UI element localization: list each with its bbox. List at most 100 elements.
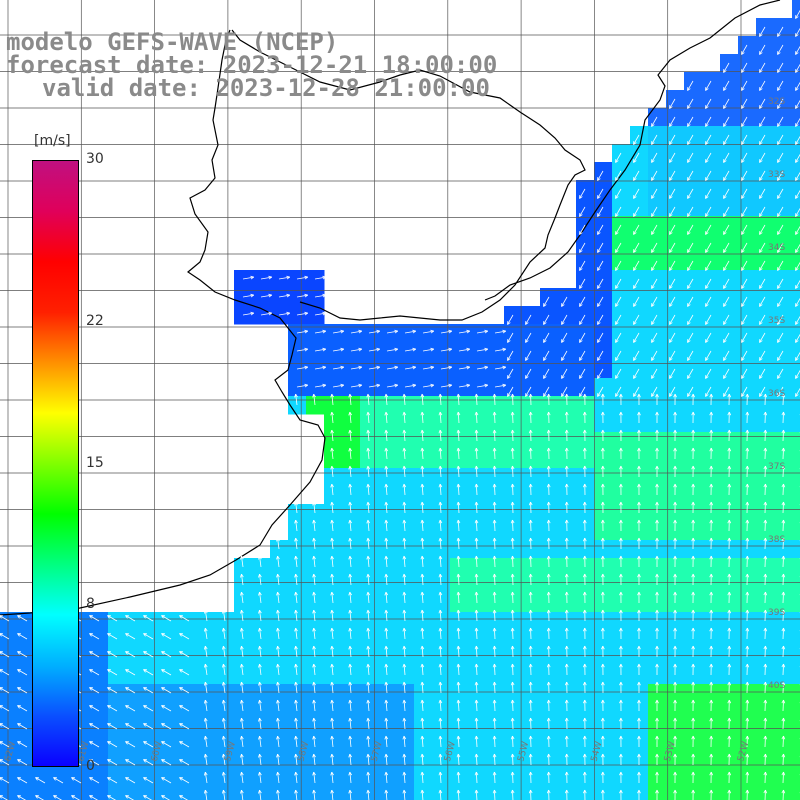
wind-arrow — [619, 717, 623, 730]
wind-cell — [504, 792, 523, 800]
wind-arrow — [561, 314, 568, 325]
wind-cell — [648, 540, 667, 559]
wind-arrow — [655, 555, 659, 568]
wind-cell — [234, 576, 253, 595]
wind-arrow — [781, 411, 786, 424]
wind-arrow — [597, 368, 604, 379]
wind-arrow — [601, 753, 605, 766]
wind-cell — [504, 522, 523, 541]
wind-arrow — [456, 411, 461, 424]
wind-cell — [90, 612, 109, 631]
wind-arrow — [525, 314, 532, 325]
wind-arrow — [781, 771, 786, 784]
wind-arrow — [386, 329, 399, 334]
wind-cell — [468, 450, 487, 469]
wind-arrow — [745, 411, 750, 424]
wind-arrow — [296, 365, 309, 370]
wind-arrow — [655, 717, 659, 730]
wind-arrow — [161, 741, 172, 748]
wind-cell — [684, 576, 703, 595]
wind-cell — [792, 396, 800, 415]
wind-arrow — [619, 483, 623, 496]
wind-arrow — [510, 447, 515, 460]
wind-arrow — [655, 591, 659, 604]
wind-arrow — [366, 555, 371, 568]
wind-arrow — [597, 206, 604, 217]
wind-cell — [522, 612, 541, 631]
wind-arrow — [525, 386, 532, 397]
wind-arrow — [781, 735, 786, 748]
wind-cell — [684, 414, 703, 433]
wind-cell — [630, 738, 649, 757]
wind-cell — [630, 504, 649, 523]
wind-arrow — [474, 771, 479, 784]
wind-cell — [162, 612, 181, 631]
wind-arrow — [221, 717, 226, 730]
wind-arrow — [655, 447, 659, 460]
wind-cell — [648, 504, 667, 523]
wind-arrow — [582, 771, 587, 784]
wind-arrow — [296, 275, 309, 280]
wind-arrow — [601, 771, 605, 784]
wind-arrow — [777, 332, 784, 343]
wind-cell — [756, 558, 775, 577]
wind-cell — [126, 774, 145, 793]
wind-cell — [414, 432, 433, 451]
wind-arrow — [781, 483, 786, 496]
wind-arrow — [107, 759, 118, 766]
wind-arrow — [601, 717, 605, 730]
wind-cell — [450, 450, 469, 469]
wind-arrow — [745, 663, 750, 676]
wind-cell — [720, 396, 739, 415]
wind-cell — [576, 738, 595, 757]
wind-arrow — [543, 386, 550, 397]
wind-arrow — [651, 134, 658, 145]
wind-cell — [0, 630, 19, 649]
wind-arrow — [221, 735, 226, 748]
wind-cell — [126, 648, 145, 667]
wind-arrow — [179, 723, 190, 730]
wind-cell — [324, 630, 343, 649]
wind-arrow — [777, 170, 784, 181]
wind-arrow — [366, 789, 371, 800]
wind-cell — [450, 630, 469, 649]
wind-arrow — [17, 705, 28, 712]
wind-cell — [612, 702, 631, 721]
wind-cell — [540, 612, 559, 631]
wind-cell — [612, 486, 631, 505]
wind-cell — [360, 684, 379, 703]
wind-cell — [792, 486, 800, 505]
wind-cell — [594, 504, 613, 523]
wind-cell — [18, 738, 37, 757]
wind-cell — [576, 558, 595, 577]
wind-arrow — [312, 681, 316, 694]
wind-arrow — [741, 386, 748, 397]
wind-arrow — [366, 501, 371, 514]
wind-cell — [378, 594, 397, 613]
wind-arrow — [655, 753, 659, 766]
wind-cell — [180, 720, 199, 739]
wind-arrow — [759, 80, 766, 91]
wind-arrow — [402, 699, 407, 712]
wind-cell — [756, 738, 775, 757]
wind-arrow — [456, 555, 461, 568]
wind-arrow — [741, 170, 748, 181]
wind-arrow — [107, 687, 118, 694]
wind-arrow — [348, 501, 352, 514]
wind-arrow — [637, 681, 641, 694]
wind-cell — [432, 738, 451, 757]
wind-cell — [90, 792, 109, 800]
wind-cell — [540, 684, 559, 703]
wind-cell — [630, 612, 649, 631]
wind-arrow — [655, 735, 659, 748]
wind-cell — [468, 558, 487, 577]
wind-cell — [792, 666, 800, 685]
wind-cell — [756, 594, 775, 613]
wind-cell — [324, 468, 343, 487]
wind-arrow — [709, 753, 714, 766]
wind-cell — [486, 432, 505, 451]
wind-cell — [756, 702, 775, 721]
wind-arrow — [781, 753, 786, 766]
wind-cell — [702, 504, 721, 523]
